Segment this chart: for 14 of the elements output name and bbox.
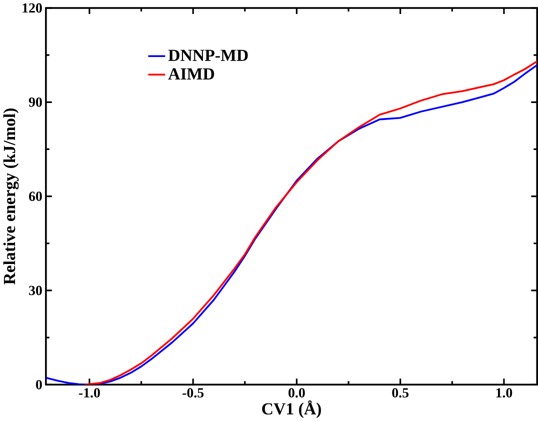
y-axis-title: Relative energy (kJ/mol) [3, 108, 19, 284]
y-tick-label: 0 [36, 380, 42, 390]
y-tick-label: 90 [28, 97, 42, 107]
y-tick-label: 120 [22, 3, 42, 13]
x-axis-title: CV1 (Å) [262, 400, 321, 418]
y-tick-label: 60 [29, 191, 42, 201]
x-tick-label: 0.5 [392, 388, 409, 398]
legend-label: DNNP-MD [168, 50, 248, 61]
x-tick-label: -1.0 [78, 388, 100, 398]
y-tick-label: 30 [29, 286, 42, 296]
x-tick-label: 1.0 [496, 388, 512, 398]
x-tick-label: 0.0 [288, 388, 305, 398]
legend-label: AIMD [168, 68, 214, 80]
x-tick-label: -0.5 [182, 388, 204, 398]
